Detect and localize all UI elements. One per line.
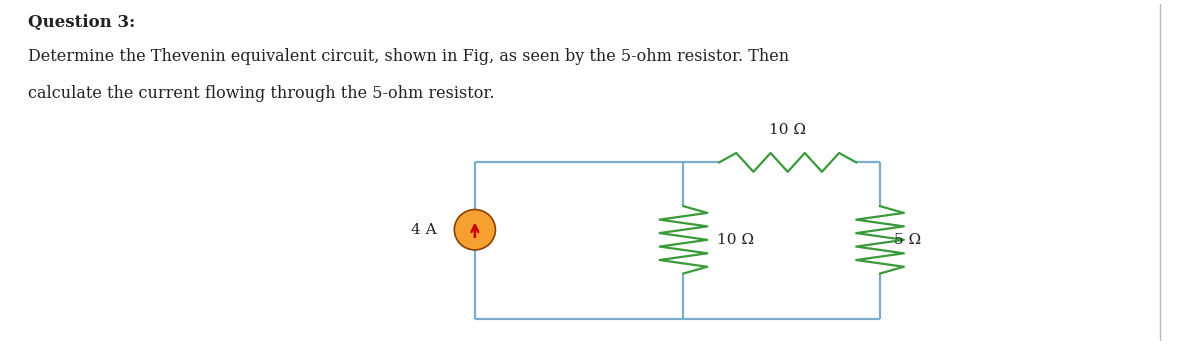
Text: 10 Ω: 10 Ω	[716, 233, 754, 247]
Text: Determine the Thevenin equivalent circuit, shown in Fig, as seen by the 5-ohm re: Determine the Thevenin equivalent circui…	[28, 48, 790, 65]
Text: calculate the current flowing through the 5-ohm resistor.: calculate the current flowing through th…	[28, 85, 494, 102]
Text: 4 A: 4 A	[410, 223, 437, 237]
Text: 5 Ω: 5 Ω	[894, 233, 922, 247]
Text: Question 3:: Question 3:	[28, 14, 136, 31]
Text: 10 Ω: 10 Ω	[769, 123, 806, 137]
Ellipse shape	[455, 209, 496, 250]
